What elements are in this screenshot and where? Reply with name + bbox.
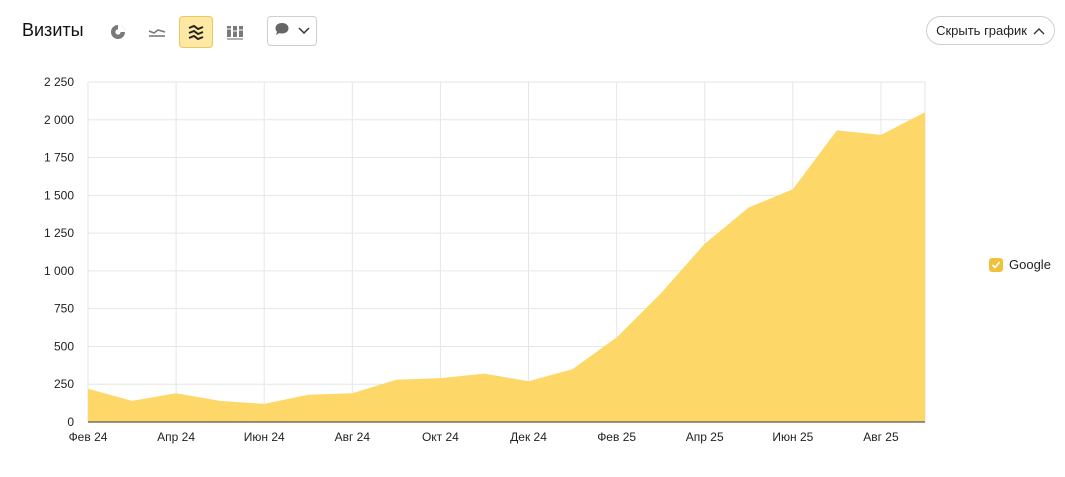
data-point[interactable]: [306, 393, 310, 397]
data-point[interactable]: [86, 387, 90, 391]
hide-chart-button[interactable]: Скрыть график: [926, 16, 1055, 45]
check-icon: [991, 260, 1001, 269]
y-tick-label: 250: [54, 377, 74, 391]
line-chart-icon: [148, 24, 166, 40]
bar-chart-button[interactable]: [218, 16, 252, 48]
x-tick-label: Дек 24: [510, 430, 547, 444]
chevron-down-icon: [298, 22, 310, 40]
comments-dropdown[interactable]: [267, 16, 317, 46]
data-point[interactable]: [482, 372, 486, 376]
x-tick-label: Апр 25: [686, 430, 724, 444]
data-point[interactable]: [218, 399, 222, 403]
x-tick-label: Июн 24: [244, 430, 285, 444]
data-point[interactable]: [791, 187, 795, 191]
y-tick-label: 500: [54, 339, 74, 353]
y-tick-label: 2 250: [44, 75, 74, 89]
legend: Google: [989, 257, 1051, 272]
toolbar: Визиты: [0, 0, 1065, 60]
data-point[interactable]: [350, 391, 354, 395]
chevron-up-icon: [1033, 23, 1045, 38]
y-tick-label: 0: [67, 415, 74, 429]
legend-label[interactable]: Google: [1009, 257, 1051, 272]
chart-title: Визиты: [22, 20, 84, 40]
data-point[interactable]: [703, 242, 707, 246]
bar-chart-icon: [226, 24, 244, 40]
x-tick-label: Фев 25: [597, 430, 636, 444]
data-point[interactable]: [835, 128, 839, 132]
x-tick-label: Авг 25: [863, 430, 899, 444]
pie-chart-button[interactable]: [101, 16, 135, 48]
area-chart-button[interactable]: [179, 16, 213, 48]
data-point[interactable]: [174, 391, 178, 395]
data-point[interactable]: [130, 399, 134, 403]
hide-chart-label: Скрыть график: [936, 23, 1027, 38]
data-point[interactable]: [262, 402, 266, 406]
data-point[interactable]: [615, 335, 619, 339]
x-tick-label: Окт 24: [422, 430, 459, 444]
data-point[interactable]: [747, 205, 751, 209]
legend-checkbox[interactable]: [989, 257, 1003, 272]
pie-chart-icon: [110, 24, 126, 40]
data-point[interactable]: [879, 133, 883, 137]
y-tick-label: 1 000: [44, 264, 74, 278]
area-chart: 0 250 500 750 1 000 1 250 1 500 1 750 2 000 2 250…: [44, 75, 927, 444]
x-tick-label: Авг 24: [335, 430, 371, 444]
comment-icon: [274, 21, 290, 42]
area-chart-icon: [187, 24, 205, 40]
data-point[interactable]: [527, 379, 531, 383]
data-point[interactable]: [571, 367, 575, 371]
y-tick-label: 1 750: [44, 151, 74, 165]
y-tick-label: 1 250: [44, 226, 74, 240]
data-point[interactable]: [394, 378, 398, 382]
area-series-google[interactable]: [88, 112, 925, 422]
x-tick-label: Фев 24: [69, 430, 108, 444]
data-point[interactable]: [438, 376, 442, 380]
data-point[interactable]: [923, 110, 927, 114]
line-chart-button[interactable]: [140, 16, 174, 48]
data-point[interactable]: [659, 292, 663, 296]
y-tick-label: 750: [54, 302, 74, 316]
y-tick-label: 1 500: [44, 188, 74, 202]
y-tick-label: 2 000: [44, 113, 74, 127]
x-tick-label: Июн 25: [772, 430, 813, 444]
x-tick-label: Апр 24: [157, 430, 195, 444]
